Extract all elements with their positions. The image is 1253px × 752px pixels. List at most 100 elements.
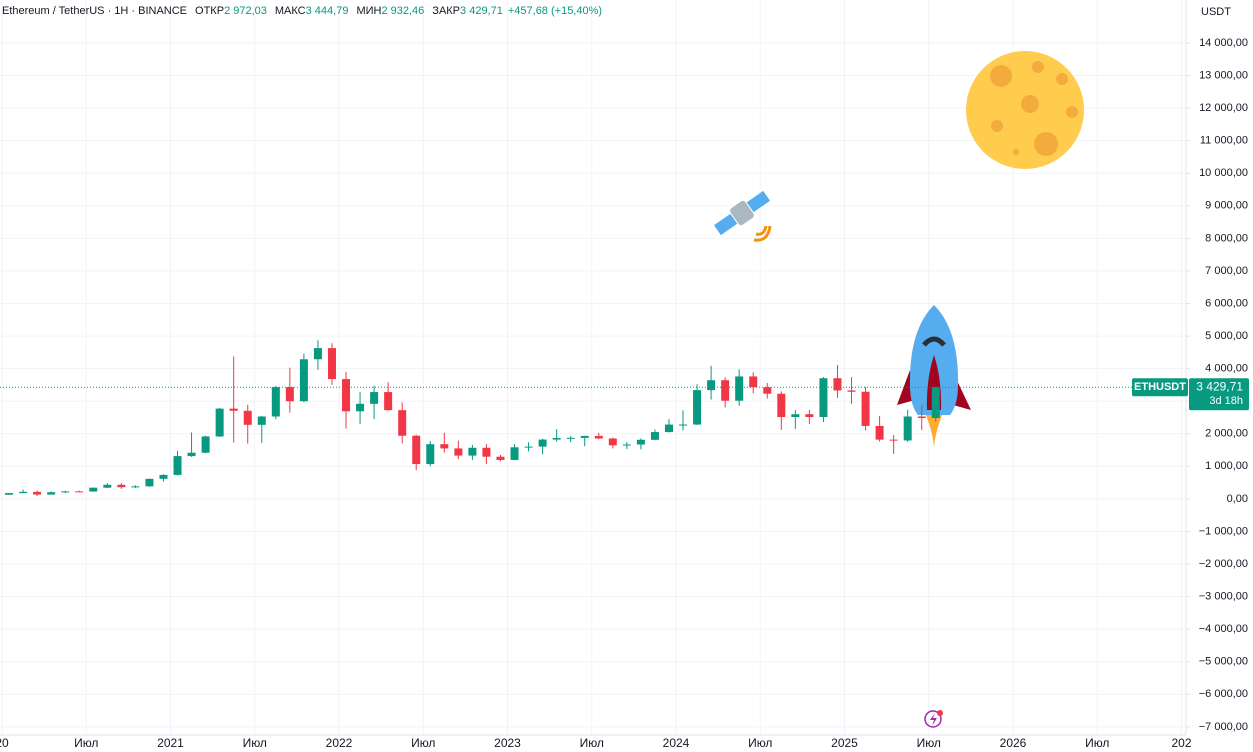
price-box <box>1189 378 1249 411</box>
x-tick-label: Июл <box>74 736 98 750</box>
signal <box>753 225 772 242</box>
candle-body <box>103 484 112 488</box>
x-tick-label: 2025 <box>831 736 858 750</box>
candle-body <box>243 410 252 425</box>
candle-body <box>89 487 98 492</box>
ohlc-value: 2 972,03 <box>224 5 267 17</box>
candle-body <box>608 438 617 446</box>
candle-body <box>622 444 631 446</box>
x-tick-label: 2022 <box>326 736 353 750</box>
x-tick-label: 2024 <box>663 736 690 750</box>
candle-body <box>552 438 561 440</box>
y-tick-label: −1 000,00 <box>1199 525 1248 537</box>
candle-body <box>33 491 42 495</box>
candle-body <box>75 491 84 493</box>
candle-body <box>819 378 828 417</box>
grid <box>0 0 1186 735</box>
candle-body <box>327 348 336 380</box>
ohlc-value: 2 932,46 <box>381 5 424 17</box>
candle-body <box>229 408 238 411</box>
y-tick-label: 10 000,00 <box>1199 167 1248 179</box>
y-tick-label: 8 000,00 <box>1205 232 1248 244</box>
y-tick-label: 5 000,00 <box>1205 330 1248 342</box>
candle-body <box>356 403 365 412</box>
symbol-box <box>1132 378 1188 397</box>
candle-body <box>721 380 730 401</box>
candle-body <box>454 448 463 456</box>
candle-body <box>735 376 744 401</box>
symbol-label: ETHUSDT <box>1134 381 1186 393</box>
candle-body <box>468 447 477 456</box>
y-tick-label: 9 000,00 <box>1205 200 1248 212</box>
candle-body <box>496 456 505 460</box>
y-tick-label: 14 000,00 <box>1199 37 1248 49</box>
y-tick-label: 11 000,00 <box>1200 135 1248 147</box>
candle-body <box>594 435 603 439</box>
candle-body <box>693 390 702 425</box>
y-tick-label: −2 000,00 <box>1199 558 1248 570</box>
candle-body <box>482 447 491 457</box>
candle-body <box>566 437 575 439</box>
candle-body <box>131 486 140 488</box>
x-tick-label: Июл <box>243 736 267 750</box>
ohlc-label: ЗАКР <box>432 5 460 17</box>
ohlc-label: ОТКР <box>195 5 224 17</box>
y-tick-label: −4 000,00 <box>1199 623 1248 635</box>
candles <box>5 340 940 496</box>
x-tick-label: 20 <box>0 736 9 750</box>
candle-body <box>5 493 14 495</box>
candle-body <box>847 390 856 392</box>
unit-box <box>1193 2 1233 22</box>
x-tick-label: Июл <box>917 736 941 750</box>
candle-body <box>426 444 435 465</box>
candle-body <box>903 416 912 441</box>
candle-body <box>398 410 407 436</box>
ohlc-value: 3 429,71 <box>460 5 503 17</box>
candle-body <box>370 392 379 404</box>
y-tick-label: −5 000,00 <box>1199 656 1248 668</box>
candle-body <box>636 439 645 445</box>
candle-body <box>299 359 308 402</box>
last-price-label: 3 429,71 <box>1196 379 1243 393</box>
moon <box>966 51 1084 169</box>
y-tick-label: 2 000,00 <box>1205 428 1248 440</box>
symbol-title: Ethereum / TetherUS · 1Н · BINANCE <box>2 5 187 17</box>
candle-body <box>664 424 673 433</box>
candle-body <box>538 439 547 447</box>
candle-body <box>917 416 926 418</box>
x-tick-label: Июл <box>411 736 435 750</box>
candle-body <box>285 387 294 402</box>
candle-body <box>763 387 772 394</box>
candle-body <box>580 435 589 438</box>
candle-body <box>61 491 70 493</box>
x-tick-label: 202 <box>1171 736 1191 750</box>
candle-body <box>117 484 126 488</box>
y-tick-label: 0,00 <box>1227 493 1248 505</box>
candle-body <box>313 348 322 360</box>
candle-body <box>805 414 814 417</box>
satellite <box>713 190 771 236</box>
candle-body <box>173 456 182 475</box>
candle-body <box>342 379 351 412</box>
candle-body <box>201 436 210 453</box>
candle-body <box>777 393 786 417</box>
y-tick-label: 6 000,00 <box>1205 297 1248 309</box>
countdown: 3d 18h <box>1209 395 1243 407</box>
y-tick-label: 13 000,00 <box>1199 69 1248 81</box>
candle-body <box>650 432 659 440</box>
ohlc-label: МАКС <box>275 5 306 17</box>
x-tick-label: 2023 <box>494 736 521 750</box>
candle-body <box>271 387 280 417</box>
lightning-icon[interactable] <box>924 710 943 728</box>
candle-body <box>384 392 393 411</box>
y-tick-label: −6 000,00 <box>1199 688 1248 700</box>
candle-body <box>145 478 154 487</box>
candle-body <box>440 444 449 449</box>
candle-body <box>187 452 196 457</box>
candle-body <box>524 446 533 448</box>
candle-body <box>679 424 688 426</box>
x-tick-label: 2026 <box>1000 736 1027 750</box>
candle-body <box>47 492 56 495</box>
change: +457,68 (+15,40%) <box>508 5 602 17</box>
